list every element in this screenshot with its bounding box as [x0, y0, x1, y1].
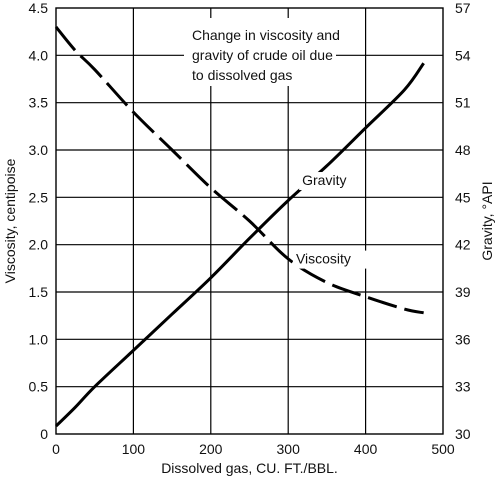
y-right-tick-label: 42 — [455, 237, 471, 253]
title-line: gravity of crude oil due — [192, 47, 333, 63]
y-left-tick-label: 4.5 — [29, 0, 49, 16]
data-curves — [54, 25, 425, 428]
y-right-tick-label: 33 — [455, 379, 471, 395]
annotation-background — [292, 250, 368, 269]
y-right-tick-labels: 30 33 36 39 42 45 48 51 54 57 — [455, 0, 471, 442]
y-right-tick-label: 57 — [455, 0, 471, 16]
y-left-tick-label: 3.0 — [29, 142, 49, 158]
y-left-tick-label: 4.0 — [29, 47, 49, 63]
y-left-tick-labels: 0 0.5 1.0 1.5 2.0 2.5 3.0 3.5 4.0 4.5 — [29, 0, 49, 442]
title-background — [184, 18, 336, 86]
y-left-tick-label: 1.5 — [29, 284, 49, 300]
y-left-axis-title: Viscosity, centipoise — [2, 158, 18, 283]
y-right-tick-label: 51 — [455, 95, 471, 111]
y-left-tick-label: 1.0 — [29, 331, 49, 347]
y-right-tick-label: 30 — [455, 426, 471, 442]
x-tick-label: 300 — [277, 441, 301, 457]
title-line: Change in viscosity and — [192, 27, 340, 43]
chart-title: Change in viscosity and gravity of crude … — [184, 18, 340, 86]
x-tick-label: 0 — [52, 441, 60, 457]
y-left-tick-label: 0.5 — [29, 379, 49, 395]
y-right-tick-label: 48 — [455, 142, 471, 158]
x-tick-label: 500 — [431, 441, 455, 457]
y-left-tick-label: 2.0 — [29, 237, 49, 253]
x-axis-title: Dissolved gas, CU. FT./BBL. — [161, 460, 338, 476]
y-right-tick-label: 39 — [455, 284, 471, 300]
y-right-tick-label: 36 — [455, 331, 471, 347]
annotation-background — [299, 172, 359, 191]
y-right-tick-label: 54 — [455, 47, 471, 63]
plot-frame — [55, 7, 444, 435]
x-tick-label: 400 — [354, 441, 378, 457]
x-tick-label: 200 — [199, 441, 223, 457]
y-left-tick-label: 2.5 — [29, 189, 49, 205]
y-right-axis-title: Gravity, °API — [479, 181, 495, 260]
series-annotations: Gravity Viscosity — [292, 172, 368, 269]
gravity-series-line — [54, 62, 425, 428]
annotation-label: Viscosity — [296, 251, 351, 267]
annotation-label: Gravity — [302, 172, 346, 188]
y-right-tick-label: 45 — [455, 189, 471, 205]
y-left-tick-label: 3.5 — [29, 95, 49, 111]
x-tick-labels: 0 100 200 300 400 500 — [52, 441, 455, 457]
viscosity-series-line — [54, 25, 424, 315]
x-tick-label: 100 — [122, 441, 146, 457]
title-line: to dissolved gas — [192, 67, 292, 83]
y-left-tick-label: 0 — [40, 426, 48, 442]
